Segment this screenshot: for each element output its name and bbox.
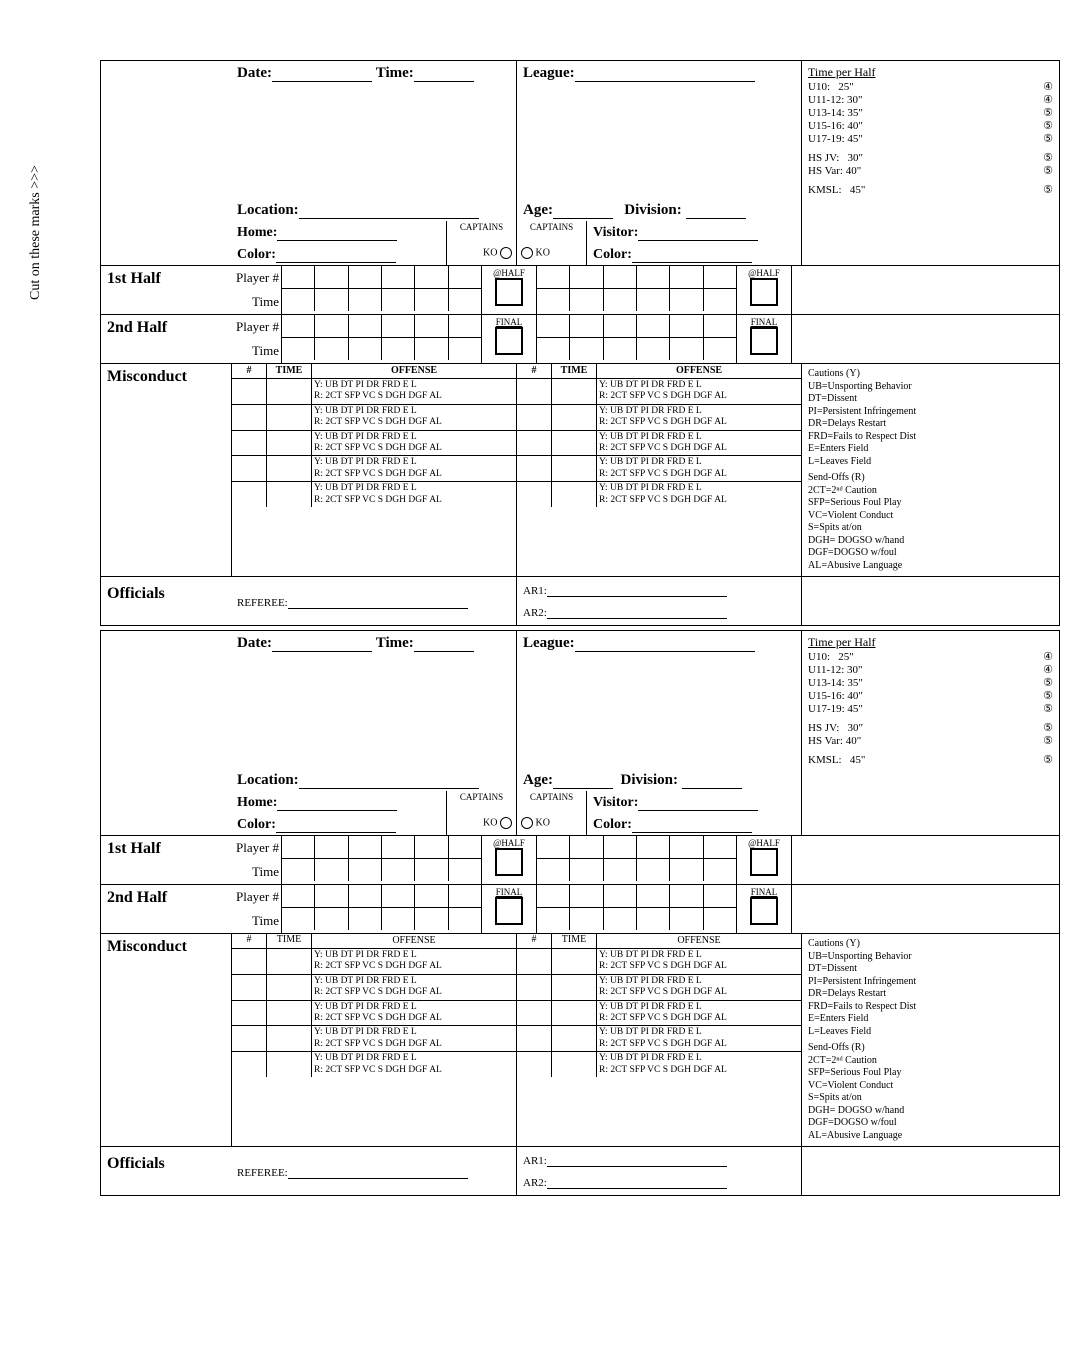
- time-header: TIME: [267, 364, 312, 378]
- ar1-label: AR1:: [523, 585, 547, 597]
- referee-label: REFEREE:: [237, 597, 288, 609]
- first-half-label: 1st Half: [107, 270, 225, 288]
- officials-label: Officials: [107, 585, 225, 603]
- final-label-away: FINAL: [739, 317, 789, 327]
- second-half-label: 2nd Half: [107, 319, 225, 337]
- cautions-title: Cautions (Y): [808, 368, 1053, 381]
- color-label-away: Color:: [593, 247, 632, 262]
- ko-label-away: KO: [536, 247, 550, 258]
- location-label: Location:: [237, 202, 299, 218]
- division-label: Division:: [624, 202, 682, 218]
- ko-label-home: KO: [483, 247, 497, 258]
- captains-label-away: CAPTAINS: [517, 221, 586, 232]
- time-row-label-1: Time: [233, 294, 279, 310]
- referee-card-2: Date: Time: League: Time per Half U10: 2…: [100, 630, 1060, 1196]
- num-header: #: [232, 364, 267, 378]
- time-row-label-2: Time: [233, 343, 279, 359]
- home-label: Home:: [237, 225, 277, 240]
- misconduct-label: Misconduct: [107, 368, 225, 386]
- ar2-label: AR2:: [523, 607, 547, 619]
- league-label: League:: [523, 65, 575, 81]
- offense-header: OFFENSE: [312, 364, 516, 378]
- player-num-label-2: Player #: [233, 319, 279, 335]
- referee-card-1: Date: Time: League: Time per Half U10: 2…: [100, 60, 1060, 626]
- date-label: Date:: [237, 65, 272, 81]
- visitor-label: Visitor:: [593, 225, 638, 240]
- main-container: Date: Time: League: Time per Half U10: 2…: [100, 60, 1060, 1196]
- age-label: Age:: [523, 202, 553, 218]
- time-per-half-title: Time per Half: [808, 65, 1053, 80]
- player-num-label-1: Player #: [233, 270, 279, 286]
- final-label-home: FINAL: [484, 317, 534, 327]
- time-label: Time:: [376, 65, 414, 81]
- cut-marks-label: Cut on these marks >>>: [28, 165, 44, 300]
- color-label-home: Color:: [237, 247, 276, 262]
- sendoffs-title: Send-Offs (R): [808, 472, 1053, 485]
- at-half-label-away: @HALF: [739, 268, 789, 278]
- captains-label-home: CAPTAINS: [447, 221, 516, 232]
- at-half-label-home: @HALF: [484, 268, 534, 278]
